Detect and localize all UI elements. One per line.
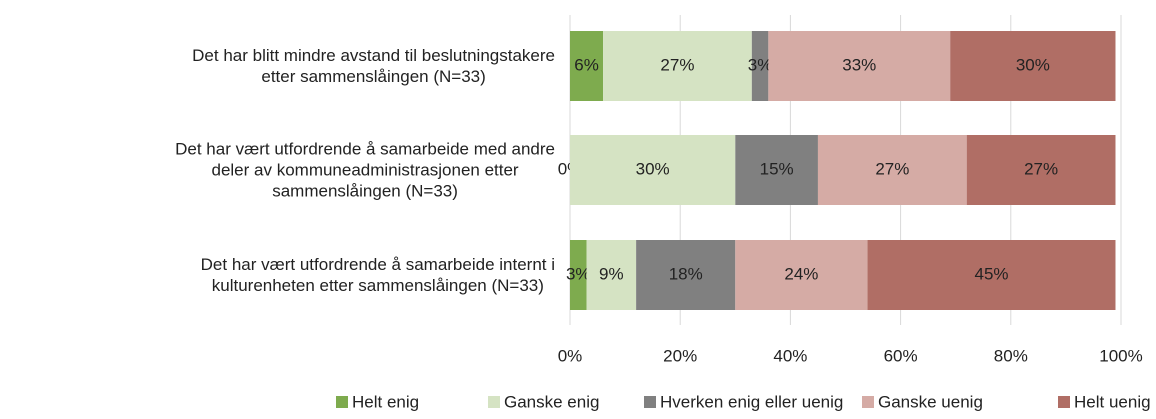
data-label: 6% <box>574 55 599 74</box>
data-label: 3% <box>566 264 591 283</box>
category-label: Det har vært utfordrende å samarbeide in… <box>200 255 555 295</box>
category-label: Det har vært utfordrende å samarbeide me… <box>175 139 555 201</box>
data-label: 18% <box>669 264 703 283</box>
bar-segment <box>570 135 736 205</box>
bar-segment <box>817 135 967 205</box>
bar-segment <box>735 135 818 205</box>
legend-label: Helt uenig <box>1074 392 1151 411</box>
data-label: 45% <box>974 264 1008 283</box>
bar-segment <box>735 240 868 310</box>
legend-label: Ganske uenig <box>878 392 983 411</box>
bar-segment <box>570 31 604 101</box>
bar-segment <box>867 240 1116 310</box>
data-label: 30% <box>636 159 670 178</box>
x-tick-label: 0% <box>558 346 583 365</box>
data-label: 9% <box>599 264 624 283</box>
data-label: 15% <box>760 159 794 178</box>
legend-label: Helt enig <box>352 392 419 411</box>
bar-segment <box>636 240 736 310</box>
legend-swatch <box>336 396 348 408</box>
legend-label: Hverken enig eller uenig <box>660 392 843 411</box>
data-label: 27% <box>660 55 694 74</box>
bar-segment <box>603 31 752 101</box>
bar-segment <box>751 31 769 101</box>
bar-segment <box>570 240 587 310</box>
bar-segment <box>768 31 951 101</box>
legend-swatch <box>1058 396 1070 408</box>
data-label: 30% <box>1016 55 1050 74</box>
bar-segment <box>950 31 1116 101</box>
data-label: 33% <box>842 55 876 74</box>
x-tick-label: 40% <box>773 346 807 365</box>
legend-swatch <box>488 396 500 408</box>
x-tick-label: 60% <box>884 346 918 365</box>
data-label: 27% <box>875 159 909 178</box>
data-label: 24% <box>784 264 818 283</box>
x-tick-label: 20% <box>663 346 697 365</box>
x-tick-label: 100% <box>1099 346 1142 365</box>
x-tick-label: 80% <box>994 346 1028 365</box>
data-label: 27% <box>1024 159 1058 178</box>
bar-segment <box>966 135 1116 205</box>
legend-swatch <box>644 396 656 408</box>
legend-swatch <box>862 396 874 408</box>
data-label: 3% <box>748 55 773 74</box>
bar-segment <box>586 240 637 310</box>
legend-label: Ganske enig <box>504 392 599 411</box>
category-label: Det har blitt mindre avstand til beslutn… <box>192 46 555 86</box>
